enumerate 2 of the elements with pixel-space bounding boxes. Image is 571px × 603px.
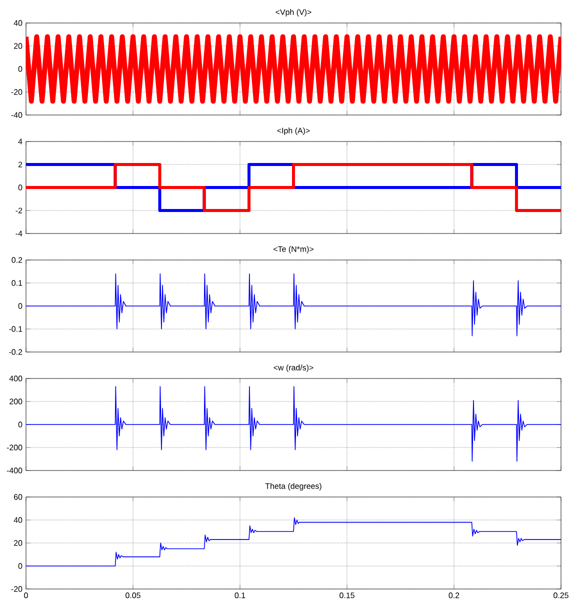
line-series: [26, 273, 562, 336]
line-series: [26, 386, 562, 462]
